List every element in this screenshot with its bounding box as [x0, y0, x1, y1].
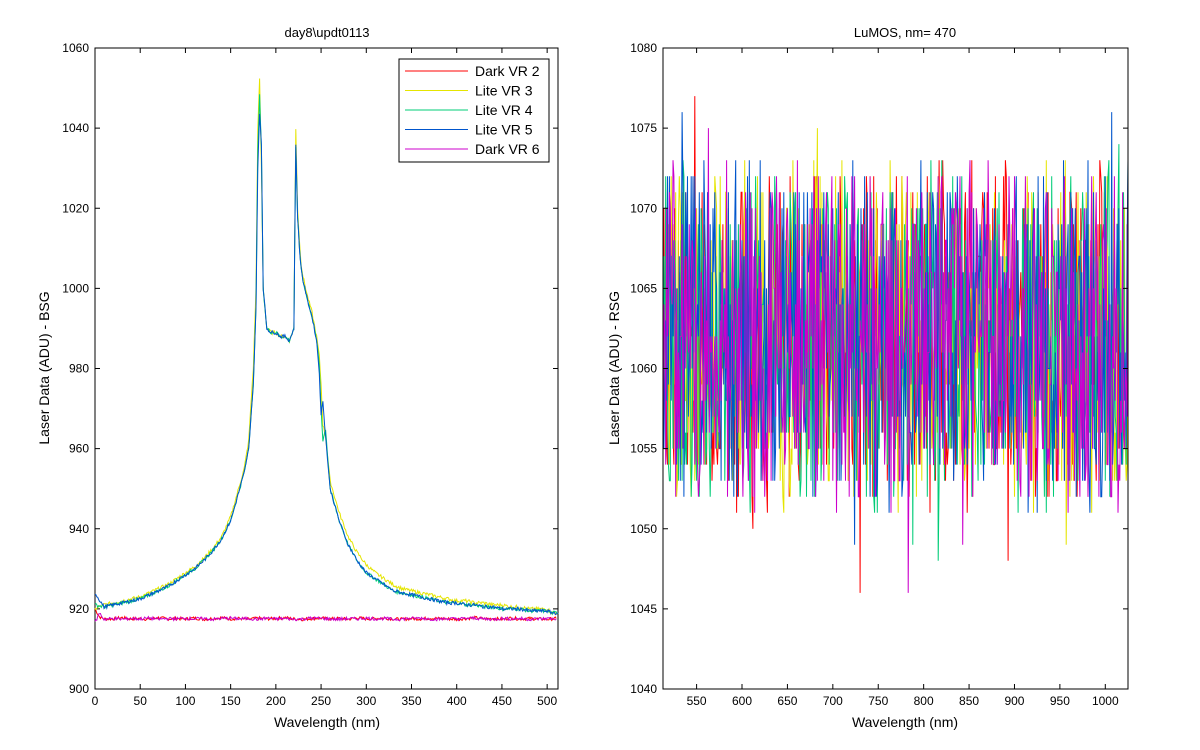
left-y-tick-label: 980 [69, 362, 89, 376]
legend-label: Lite VR 4 [475, 102, 533, 118]
left-chart-title: day8\updt0113 [284, 25, 369, 40]
right-y-tick-label: 1040 [630, 682, 657, 696]
right-y-tick-label: 1055 [630, 442, 657, 456]
right-y-tick-label: 1045 [630, 602, 657, 616]
left-x-tick-label: 450 [492, 694, 512, 708]
right-y-tick-label: 1080 [630, 41, 657, 55]
left-y-tick-label: 1020 [62, 201, 89, 215]
right-x-tick-label: 650 [777, 694, 797, 708]
right-x-tick-label: 1000 [1092, 694, 1119, 708]
legend-label: Dark VR 6 [475, 141, 540, 157]
left-series-lines [94, 78, 559, 622]
left-y-tick-label: 1000 [62, 281, 89, 295]
right-x-tick-label: 850 [959, 694, 979, 708]
right-x-tick-label: 550 [687, 694, 707, 708]
left-y-axis-label: Laser Data (ADU) - BSG [36, 291, 52, 444]
left-x-tick-label: 300 [356, 694, 376, 708]
legend-label: Dark VR 2 [475, 63, 540, 79]
right-y-tick-label: 1060 [630, 362, 657, 376]
left-series-line-5 [94, 612, 557, 622]
right-series-lines [663, 96, 1128, 593]
left-y-tick-label: 1040 [62, 121, 89, 135]
left-x-tick-label: 50 [134, 694, 148, 708]
right-x-axis-label: Wavelength (nm) [852, 714, 958, 730]
right-y-tick-label: 1070 [630, 201, 657, 215]
right-x-tick-label: 800 [914, 694, 934, 708]
left-chart: day8\updt0113 0 50 100 150 200 250 300 350 400 45… [36, 25, 559, 730]
right-y-tick-label: 1075 [630, 121, 657, 135]
left-x-axis-label: Wavelength (nm) [274, 714, 380, 730]
left-y-tick-label: 1060 [62, 41, 89, 55]
right-x-tick-label: 700 [823, 694, 843, 708]
left-x-tick-label: 500 [537, 694, 557, 708]
left-x-tick-label: 150 [221, 694, 241, 708]
right-x-tick-label: 600 [732, 694, 752, 708]
right-axis-ticks: 550 600 650 700 750 800 850 900 950 1000 1040 1045 1… [630, 41, 1128, 708]
legend: Dark VR 2 Lite VR 3 Lite VR 4 Lite VR 5 Dark… [398, 58, 550, 163]
left-x-tick-label: 250 [311, 694, 331, 708]
left-y-tick-label: 940 [69, 522, 89, 536]
left-x-tick-label: 400 [447, 694, 467, 708]
right-chart-title: LuMOS, nm= 470 [854, 25, 956, 40]
left-series-line-4 [94, 113, 559, 616]
right-y-tick-label: 1065 [630, 281, 657, 295]
right-y-axis-label: Laser Data (ADU) - RSG [606, 291, 622, 445]
left-y-tick-label: 900 [69, 682, 89, 696]
left-y-tick-label: 960 [69, 442, 89, 456]
left-x-tick-label: 350 [401, 694, 421, 708]
left-x-tick-label: 200 [266, 694, 286, 708]
left-x-tick-label: 0 [92, 694, 99, 708]
right-plot-area: 550 600 650 700 750 800 850 900 950 1000 1040 1045 1… [630, 41, 1129, 708]
left-axis-ticks: 0 50 100 150 200 250 300 350 400 450 500 900 920 940 9… [62, 41, 558, 708]
legend-label: Lite VR 5 [475, 122, 533, 138]
legend-label: Lite VR 3 [475, 83, 533, 99]
left-x-tick-label: 100 [175, 694, 195, 708]
right-x-tick-label: 900 [1004, 694, 1024, 708]
right-chart: LuMOS, nm= 470 550 600 650 700 750 800 850 900 9… [606, 25, 1129, 730]
right-x-tick-label: 950 [1050, 694, 1070, 708]
right-x-tick-label: 750 [868, 694, 888, 708]
right-series-line-5 [663, 128, 1128, 593]
right-y-tick-label: 1050 [630, 522, 657, 536]
left-y-tick-label: 920 [69, 602, 89, 616]
